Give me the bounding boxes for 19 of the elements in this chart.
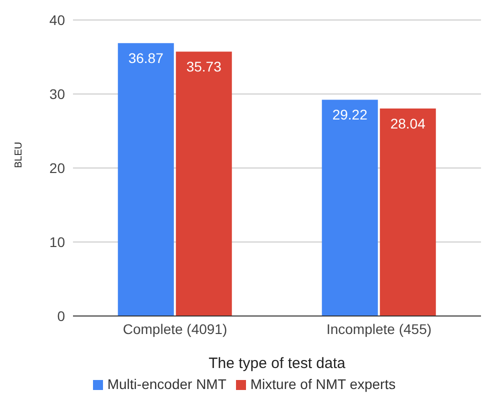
data-label: 29.22 <box>332 106 368 123</box>
y-tick-label: 10 <box>49 234 66 250</box>
data-label: 36.87 <box>128 50 164 66</box>
legend-label: Mixture of NMT experts <box>250 376 396 392</box>
legend-label: Multi-encoder NMT <box>107 376 226 392</box>
bar <box>322 100 378 316</box>
data-label: 28.04 <box>390 115 426 132</box>
y-tick-label: 40 <box>49 12 66 28</box>
bar <box>118 43 174 316</box>
bar <box>380 108 436 316</box>
x-tick-label: Incomplete (455) <box>326 320 432 337</box>
data-label: 35.73 <box>186 58 222 75</box>
y-tick-label: 20 <box>49 160 66 176</box>
y-tick-label: 0 <box>57 308 66 324</box>
x-axis-title: The type of test data <box>208 355 346 372</box>
y-axis-title: BLEU <box>14 142 25 168</box>
x-tick-label: Complete (4091) <box>122 320 228 337</box>
y-tick-label: 30 <box>49 86 66 102</box>
bar <box>176 52 232 316</box>
